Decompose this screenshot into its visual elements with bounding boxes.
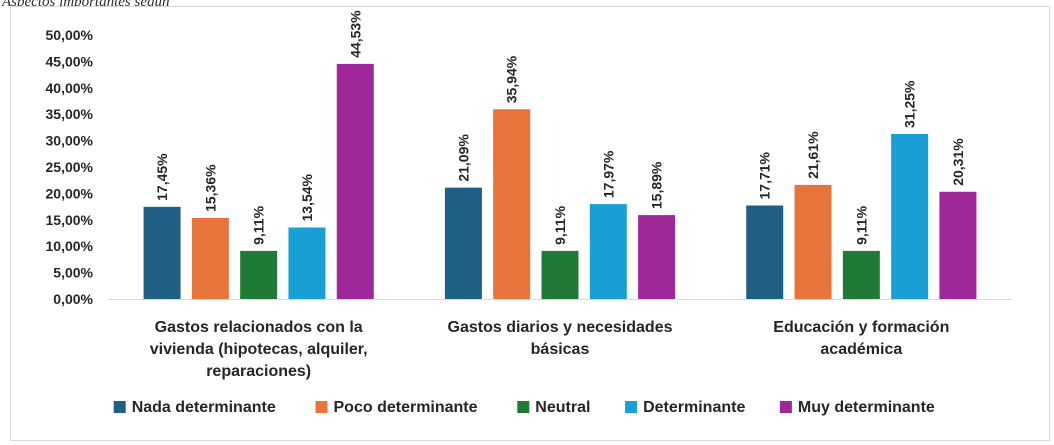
bar: [541, 250, 579, 299]
bar: [143, 206, 181, 299]
bar: [336, 63, 374, 300]
data-label: 15,89%: [649, 161, 665, 209]
legend-swatch: [779, 401, 792, 413]
y-tick-label: 5,00%: [53, 265, 93, 281]
figure-caption: Aspectos importantes según: [2, 0, 170, 10]
bar: [288, 227, 326, 299]
legend-label: Nada determinante: [132, 399, 276, 416]
bar: [191, 217, 229, 299]
data-label: 44,53%: [347, 10, 363, 58]
category-label: vivienda (hipotecas, alquiler,: [150, 341, 368, 358]
bar: [638, 215, 676, 299]
category-label: académica: [820, 341, 902, 358]
legend-swatch: [625, 401, 638, 413]
legend-swatch: [517, 401, 530, 413]
data-label: 17,71%: [757, 151, 773, 199]
legend-swatch: [113, 401, 126, 413]
legend-label: Poco determinante: [334, 399, 478, 416]
data-label: 17,97%: [600, 150, 616, 198]
data-label: 31,25%: [902, 80, 918, 128]
data-label: 9,11%: [251, 205, 267, 244]
y-tick-label: 10,00%: [46, 238, 94, 254]
bar: [939, 191, 977, 299]
y-tick-label: 15,00%: [46, 212, 94, 228]
bar: [842, 250, 880, 299]
legend-label: Neutral: [535, 399, 590, 416]
bar: [746, 205, 784, 299]
data-label: 20,31%: [950, 138, 966, 186]
y-tick-label: 40,00%: [46, 80, 94, 96]
y-tick-label: 20,00%: [46, 185, 94, 201]
category-label: básicas: [531, 341, 590, 358]
y-tick-label: 30,00%: [46, 133, 94, 149]
data-label: 17,45%: [154, 153, 170, 201]
bar: [794, 184, 832, 299]
y-tick-label: 25,00%: [46, 159, 94, 175]
data-label: 35,94%: [504, 55, 520, 103]
legend-label: Determinante: [643, 399, 745, 416]
category-label: Gastos relacionados con la: [155, 319, 363, 336]
data-label: 21,61%: [805, 131, 821, 179]
data-label: 9,11%: [552, 205, 568, 244]
y-tick-label: 45,00%: [46, 53, 94, 69]
data-label: 21,09%: [455, 134, 471, 182]
bar: [240, 250, 278, 299]
category-label: Educación y formación: [773, 319, 949, 336]
data-label: 13,54%: [299, 173, 315, 221]
y-tick-label: 35,00%: [46, 106, 94, 122]
bar: [444, 187, 482, 299]
legend-label: Muy determinante: [798, 399, 935, 416]
bar: [589, 204, 627, 299]
y-tick-label: 0,00%: [53, 291, 93, 307]
bar: [891, 134, 929, 299]
bar: [493, 109, 531, 299]
data-label: 9,11%: [853, 205, 869, 244]
y-tick-label: 50,00%: [46, 27, 94, 43]
category-label: Gastos diarios y necesidades: [448, 319, 673, 336]
category-label: reparaciones): [206, 363, 311, 380]
data-label: 15,36%: [202, 164, 218, 212]
legend-swatch: [315, 401, 328, 413]
